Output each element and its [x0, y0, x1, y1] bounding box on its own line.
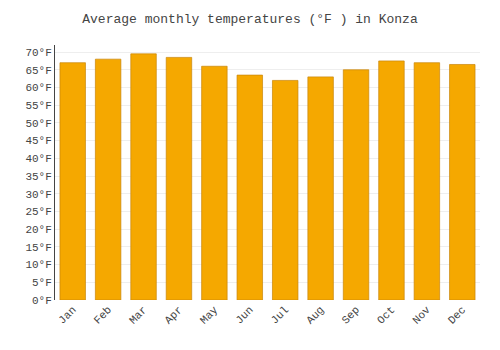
svg-text:Feb: Feb: [92, 304, 114, 326]
svg-text:60°F: 60°F: [25, 82, 51, 94]
svg-text:Jan: Jan: [56, 304, 78, 326]
svg-text:20°F: 20°F: [25, 224, 51, 236]
svg-text:45°F: 45°F: [25, 135, 51, 147]
svg-text:Aug: Aug: [304, 304, 326, 326]
svg-text:Nov: Nov: [410, 304, 433, 327]
svg-text:30°F: 30°F: [25, 189, 51, 201]
svg-text:May: May: [198, 304, 221, 327]
svg-text:Jul: Jul: [269, 304, 291, 326]
svg-text:15°F: 15°F: [25, 242, 51, 254]
svg-text:10°F: 10°F: [25, 259, 51, 271]
svg-text:70°F: 70°F: [25, 47, 51, 59]
svg-text:5°F: 5°F: [32, 277, 52, 289]
svg-text:65°F: 65°F: [25, 65, 51, 77]
svg-text:Oct: Oct: [375, 304, 397, 326]
svg-text:Sep: Sep: [340, 304, 362, 326]
svg-text:Jun: Jun: [233, 304, 255, 326]
svg-text:Apr: Apr: [162, 304, 184, 326]
svg-text:0°F: 0°F: [32, 295, 52, 307]
svg-text:Mar: Mar: [127, 304, 149, 326]
svg-text:35°F: 35°F: [25, 171, 51, 183]
svg-text:Dec: Dec: [446, 304, 468, 326]
svg-text:40°F: 40°F: [25, 153, 51, 165]
svg-text:Average monthly temperatures (: Average monthly temperatures (°F ) in Ko…: [82, 12, 418, 27]
svg-text:50°F: 50°F: [25, 118, 51, 130]
svg-text:25°F: 25°F: [25, 206, 51, 218]
svg-text:55°F: 55°F: [25, 100, 51, 112]
